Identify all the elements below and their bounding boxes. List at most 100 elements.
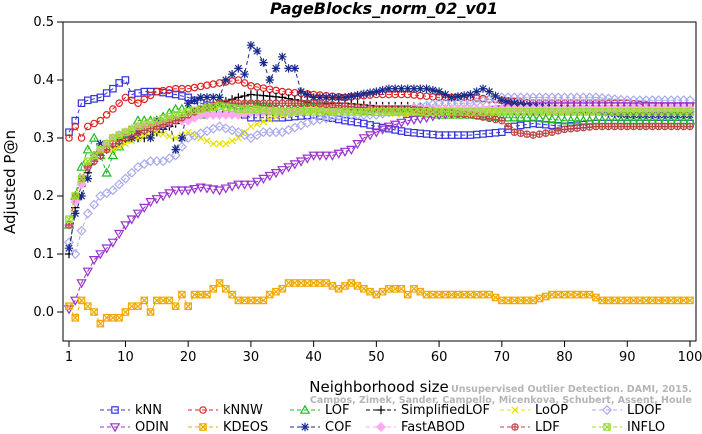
data-point: [616, 110, 626, 119]
data-point: [71, 209, 80, 218]
data-point: [115, 314, 123, 322]
data-point: [199, 423, 207, 431]
y-axis: 0.0 0.1 0.2 0.3 0.4 0.5: [33, 15, 63, 320]
data-point: [220, 123, 231, 134]
data-point: [157, 192, 169, 202]
data-point: [239, 180, 250, 190]
data-point: [240, 105, 249, 113]
legend-label: kNNW: [223, 403, 263, 418]
data-point: [127, 302, 136, 311]
data-point: [366, 287, 374, 296]
data-point: [316, 99, 324, 108]
data-point: [171, 110, 180, 119]
data-point: [96, 319, 105, 328]
data-point: [453, 92, 463, 101]
data-point: [65, 215, 73, 224]
data-point: [309, 99, 318, 108]
data-point: [201, 184, 213, 194]
data-point: [89, 199, 100, 210]
data-point: [548, 290, 556, 299]
data-point: [209, 93, 218, 102]
data-point: [321, 93, 331, 102]
data-point: [548, 128, 556, 137]
data-point: [377, 125, 388, 135]
data-point: [264, 171, 275, 182]
data-point: [178, 290, 186, 299]
data-point: [686, 122, 694, 131]
data-point: [196, 93, 205, 102]
y-tick-label: 0.1: [33, 247, 54, 262]
data-point: [376, 405, 386, 415]
data-point: [82, 208, 93, 219]
data-point: [617, 122, 625, 131]
data-point: [290, 64, 300, 73]
data-point: [165, 132, 173, 140]
data-point: [371, 128, 382, 138]
data-point: [314, 151, 326, 161]
data-point: [208, 185, 219, 195]
data-point: [278, 99, 287, 108]
data-point: [623, 122, 632, 131]
data-point: [202, 93, 212, 102]
data-point: [540, 113, 551, 123]
data-point: [334, 93, 343, 102]
data-point: [485, 87, 494, 96]
data-point: [95, 250, 106, 260]
data-point: [409, 84, 419, 93]
data-point: [239, 99, 250, 109]
data-point: [309, 93, 318, 102]
data-point: [347, 279, 356, 287]
data-point: [636, 122, 644, 131]
data-point: [109, 145, 117, 154]
data-point: [171, 302, 180, 311]
data-point: [422, 84, 431, 93]
data-point: [170, 103, 181, 113]
data-point: [176, 103, 188, 113]
data-point: [383, 122, 395, 132]
data-point: [77, 174, 86, 183]
data-point: [120, 221, 131, 231]
data-point: [214, 186, 225, 196]
data-point: [215, 93, 224, 102]
data-point: [497, 96, 507, 105]
data-point: [291, 99, 299, 108]
data-point: [410, 108, 418, 116]
data-point: [629, 122, 638, 131]
data-point: [341, 282, 349, 290]
data-point: [375, 421, 387, 433]
data-point: [502, 112, 514, 122]
data-point: [176, 186, 188, 196]
data-point: [214, 121, 225, 132]
data-point: [590, 92, 601, 103]
data-point: [315, 93, 325, 102]
data-point: [127, 125, 136, 134]
data-point: [302, 154, 313, 164]
data-point: [560, 125, 569, 134]
data-point: [403, 290, 412, 299]
data-point: [283, 163, 294, 173]
data-point: [610, 122, 619, 131]
data-point: [479, 290, 487, 299]
data-point: [303, 99, 312, 108]
legend-label: SimplifiedLOF: [401, 403, 490, 418]
data-point: [222, 285, 230, 293]
data-point: [71, 314, 80, 322]
data-point: [328, 93, 337, 102]
data-point: [541, 292, 550, 301]
data-point: [121, 76, 130, 84]
data-point: [215, 140, 224, 148]
plot-frame: [62, 21, 697, 342]
data-point: [159, 130, 167, 138]
data-point: [466, 90, 475, 99]
data-point: [529, 131, 537, 139]
data-point: [199, 406, 207, 414]
data-point: [510, 128, 519, 137]
x-tick-label: 30: [243, 350, 260, 365]
x-tick-label: 100: [678, 350, 702, 365]
data-point: [654, 122, 663, 131]
data-point: [328, 101, 337, 109]
data-point: [109, 423, 121, 433]
data-point: [498, 116, 506, 125]
legend-item-simplifiedlof: SimplifiedLOF: [366, 403, 490, 418]
